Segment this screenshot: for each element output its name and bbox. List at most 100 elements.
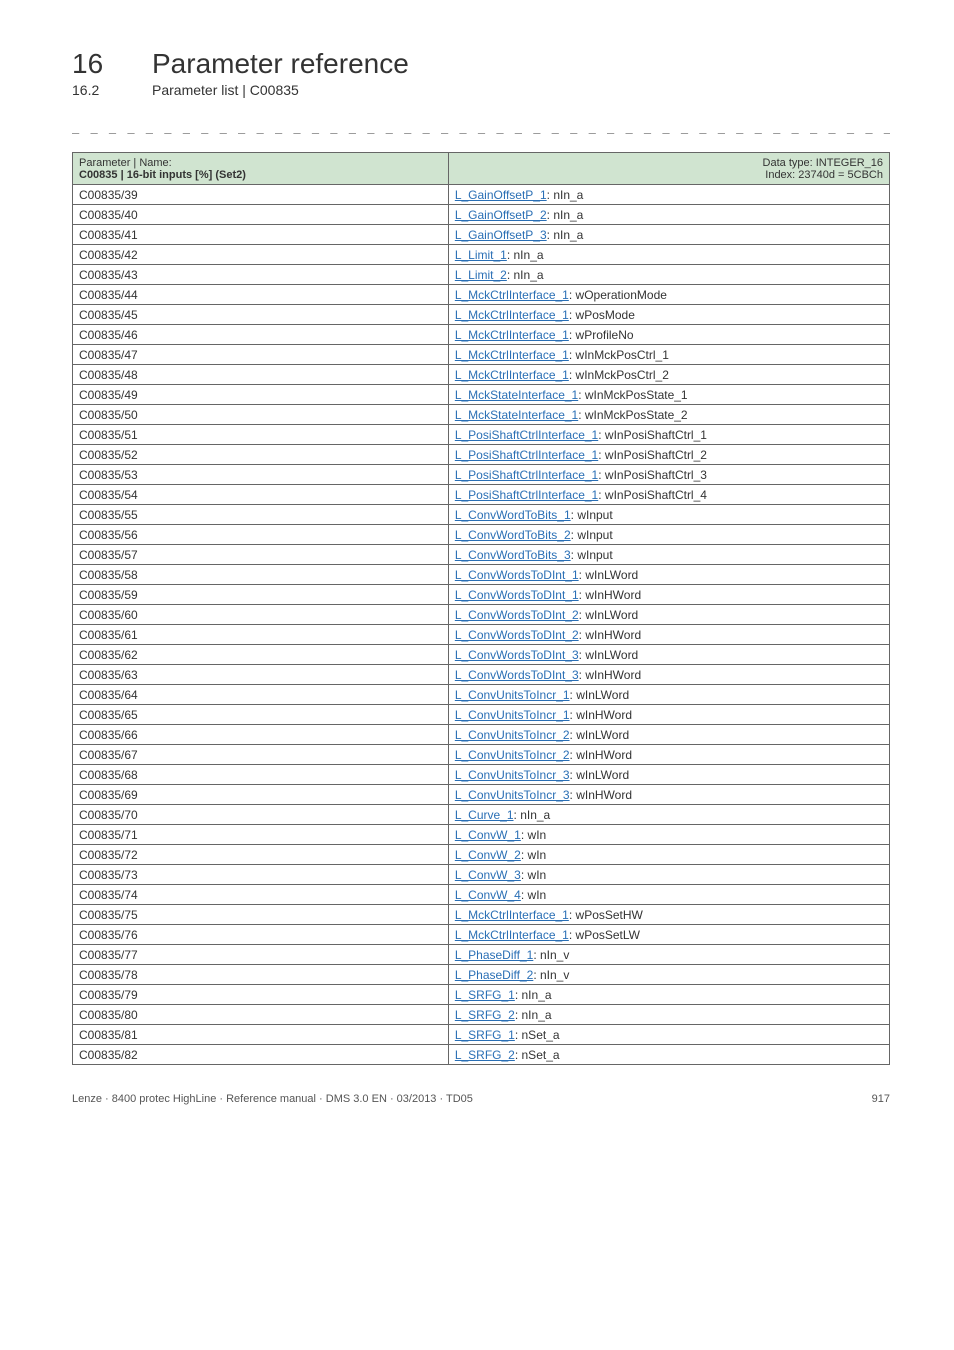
param-link[interactable]: L_Limit_2 [455, 268, 507, 282]
param-link[interactable]: L_SRFG_1 [455, 1028, 515, 1042]
table-row: C00835/39L_GainOffsetP_1: nIn_a [73, 185, 890, 205]
param-link[interactable]: L_MckCtrlInterface_1 [455, 908, 569, 922]
param-value-cell: L_ConvWordsToDInt_2: wInLWord [448, 605, 889, 625]
param-id-cell: C00835/44 [73, 285, 449, 305]
param-id-cell: C00835/46 [73, 325, 449, 345]
table-row: C00835/42L_Limit_1: nIn_a [73, 245, 890, 265]
param-value-cell: L_MckStateInterface_1: wInMckPosState_1 [448, 385, 889, 405]
param-link[interactable]: L_MckCtrlInterface_1 [455, 348, 569, 362]
param-link[interactable]: L_ConvW_1 [455, 828, 521, 842]
param-link[interactable]: L_ConvUnitsToIncr_2 [455, 728, 570, 742]
param-id-cell: C00835/80 [73, 1005, 449, 1025]
table-row: C00835/62L_ConvWordsToDInt_3: wInLWord [73, 645, 890, 665]
param-link[interactable]: L_PosiShaftCtrlInterface_1 [455, 468, 598, 482]
param-suffix: : wIn [521, 868, 546, 882]
param-link[interactable]: L_ConvWordsToDInt_3 [455, 668, 579, 682]
table-row: C00835/74L_ConvW_4: wIn [73, 885, 890, 905]
param-link[interactable]: L_ConvWordsToDInt_1 [455, 568, 579, 582]
param-suffix: : nIn_a [515, 1008, 552, 1022]
param-suffix: : wOperationMode [569, 288, 667, 302]
param-id-cell: C00835/61 [73, 625, 449, 645]
table-row: C00835/65L_ConvUnitsToIncr_1: wInHWord [73, 705, 890, 725]
param-link[interactable]: L_ConvWordsToDInt_2 [455, 608, 579, 622]
table-header-right: Data type: INTEGER_16 Index: 23740d = 5C… [448, 153, 889, 185]
table-row: C00835/43L_Limit_2: nIn_a [73, 265, 890, 285]
param-value-cell: L_ConvWordsToDInt_3: wInLWord [448, 645, 889, 665]
param-suffix: : wInput [571, 508, 613, 522]
param-value-cell: L_Curve_1: nIn_a [448, 805, 889, 825]
param-suffix: : nSet_a [515, 1048, 560, 1062]
param-link[interactable]: L_PhaseDiff_1 [455, 948, 534, 962]
param-link[interactable]: L_GainOffsetP_1 [455, 188, 547, 202]
param-link[interactable]: L_ConvWordToBits_1 [455, 508, 571, 522]
param-link[interactable]: L_MckStateInterface_1 [455, 408, 578, 422]
table-body: C00835/39L_GainOffsetP_1: nIn_aC00835/40… [73, 185, 890, 1065]
param-value-cell: L_ConvUnitsToIncr_1: wInLWord [448, 685, 889, 705]
table-row: C00835/79L_SRFG_1: nIn_a [73, 985, 890, 1005]
table-row: C00835/69L_ConvUnitsToIncr_3: wInHWord [73, 785, 890, 805]
param-link[interactable]: L_PosiShaftCtrlInterface_1 [455, 428, 598, 442]
param-value-cell: L_ConvWordsToDInt_1: wInLWord [448, 565, 889, 585]
param-link[interactable]: L_SRFG_2 [455, 1008, 515, 1022]
param-id-cell: C00835/57 [73, 545, 449, 565]
param-link[interactable]: L_MckCtrlInterface_1 [455, 328, 569, 342]
table-row: C00835/67L_ConvUnitsToIncr_2: wInHWord [73, 745, 890, 765]
param-link[interactable]: L_ConvW_4 [455, 888, 521, 902]
param-link[interactable]: L_GainOffsetP_2 [455, 208, 547, 222]
param-link[interactable]: L_PhaseDiff_2 [455, 968, 534, 982]
param-link[interactable]: L_ConvWordsToDInt_2 [455, 628, 579, 642]
table-row: C00835/59L_ConvWordsToDInt_1: wInHWord [73, 585, 890, 605]
param-suffix: : wInPosiShaftCtrl_1 [598, 428, 707, 442]
param-suffix: : wPosMode [569, 308, 635, 322]
param-id-cell: C00835/71 [73, 825, 449, 845]
param-link[interactable]: L_Curve_1 [455, 808, 514, 822]
param-id-cell: C00835/69 [73, 785, 449, 805]
param-link[interactable]: L_ConvW_3 [455, 868, 521, 882]
param-suffix: : nIn_v [533, 968, 569, 982]
param-value-cell: L_GainOffsetP_1: nIn_a [448, 185, 889, 205]
param-link[interactable]: L_ConvUnitsToIncr_1 [455, 688, 570, 702]
param-link[interactable]: L_PosiShaftCtrlInterface_1 [455, 488, 598, 502]
param-value-cell: L_ConvUnitsToIncr_2: wInLWord [448, 725, 889, 745]
table-row: C00835/76L_MckCtrlInterface_1: wPosSetLW [73, 925, 890, 945]
param-suffix: : wIn [521, 888, 546, 902]
param-link[interactable]: L_ConvWordsToDInt_1 [455, 588, 579, 602]
param-link[interactable]: L_MckCtrlInterface_1 [455, 308, 569, 322]
param-id-cell: C00835/81 [73, 1025, 449, 1045]
param-id-cell: C00835/67 [73, 745, 449, 765]
param-link[interactable]: L_MckCtrlInterface_1 [455, 928, 569, 942]
footer-right: 917 [872, 1093, 890, 1105]
param-link[interactable]: L_ConvUnitsToIncr_2 [455, 748, 570, 762]
header-right-line2: Index: 23740d = 5CBCh [765, 169, 883, 181]
param-link[interactable]: L_PosiShaftCtrlInterface_1 [455, 448, 598, 462]
table-row: C00835/50L_MckStateInterface_1: wInMckPo… [73, 405, 890, 425]
param-link[interactable]: L_ConvWordToBits_3 [455, 548, 571, 562]
param-suffix: : wInHWord [570, 708, 632, 722]
param-id-cell: C00835/70 [73, 805, 449, 825]
param-link[interactable]: L_ConvUnitsToIncr_1 [455, 708, 570, 722]
param-suffix: : wInPosiShaftCtrl_4 [598, 488, 707, 502]
section-row: 16.2 Parameter list | C00835 [72, 82, 890, 98]
param-value-cell: L_SRFG_1: nIn_a [448, 985, 889, 1005]
table-row: C00835/81L_SRFG_1: nSet_a [73, 1025, 890, 1045]
param-link[interactable]: L_ConvUnitsToIncr_3 [455, 788, 570, 802]
param-link[interactable]: L_MckCtrlInterface_1 [455, 368, 569, 382]
param-value-cell: L_PosiShaftCtrlInterface_1: wInPosiShaft… [448, 445, 889, 465]
param-value-cell: L_ConvWordToBits_1: wInput [448, 505, 889, 525]
param-link[interactable]: L_SRFG_1 [455, 988, 515, 1002]
table-row: C00835/46L_MckCtrlInterface_1: wProfileN… [73, 325, 890, 345]
table-row: C00835/45L_MckCtrlInterface_1: wPosMode [73, 305, 890, 325]
param-link[interactable]: L_ConvW_2 [455, 848, 521, 862]
param-link[interactable]: L_SRFG_2 [455, 1048, 515, 1062]
param-value-cell: L_ConvW_3: wIn [448, 865, 889, 885]
param-link[interactable]: L_Limit_1 [455, 248, 507, 262]
param-link[interactable]: L_ConvWordsToDInt_3 [455, 648, 579, 662]
param-suffix: : nIn_a [507, 248, 544, 262]
param-link[interactable]: L_MckCtrlInterface_1 [455, 288, 569, 302]
param-link[interactable]: L_MckStateInterface_1 [455, 388, 578, 402]
param-link[interactable]: L_ConvWordToBits_2 [455, 528, 571, 542]
param-value-cell: L_PhaseDiff_2: nIn_v [448, 965, 889, 985]
param-link[interactable]: L_ConvUnitsToIncr_3 [455, 768, 570, 782]
param-suffix: : wInPosiShaftCtrl_3 [598, 468, 707, 482]
param-link[interactable]: L_GainOffsetP_3 [455, 228, 547, 242]
